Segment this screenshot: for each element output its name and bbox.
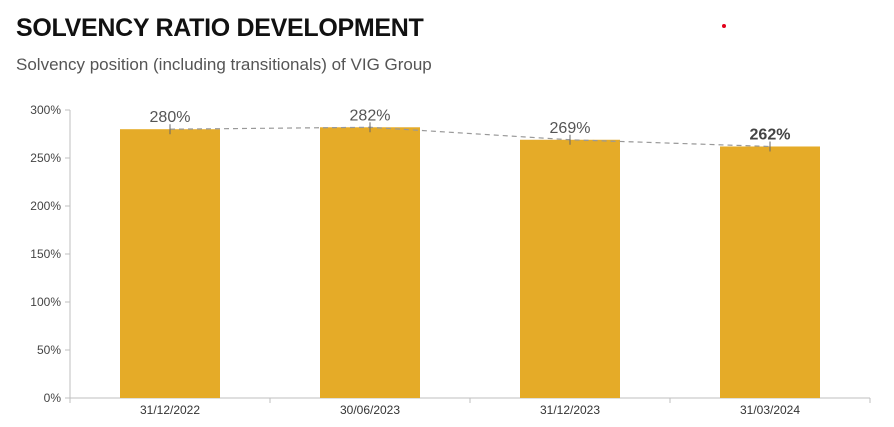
y-tick-label: 300% [30,103,61,117]
bar [520,139,620,398]
page-title: SOLVENCY RATIO DEVELOPMENT [16,14,424,42]
x-category-label: 31/12/2023 [540,403,600,417]
y-tick-label: 250% [30,151,61,165]
bar [720,146,820,398]
x-category-label: 31/12/2022 [140,403,200,417]
value-label: 262% [750,126,791,143]
trend-line-group [169,122,771,152]
y-axis: 0% 50% 100% 150% 200% 250% 300% [30,103,71,405]
y-tick-label: 50% [37,343,61,357]
trend-line [169,126,771,148]
y-tick-label: 150% [30,247,61,261]
value-label: 269% [550,120,591,137]
chart-subtitle: Solvency position (including transitiona… [16,55,432,74]
value-label: 280% [150,109,191,126]
accent-dot-icon [722,24,726,28]
x-category-label: 31/03/2024 [740,403,800,417]
bar [120,129,220,398]
value-label: 282% [350,107,391,124]
bar [320,127,420,398]
x-axis: 31/12/2022 30/06/2023 31/12/2023 31/03/2024 [69,397,871,417]
y-tick-label: 0% [44,391,62,405]
y-tick-label: 100% [30,295,61,309]
y-tick-label: 200% [30,199,61,213]
bars [120,127,820,398]
x-category-label: 30/06/2023 [340,403,400,417]
value-labels: 280% 282% 269% 262% [150,107,791,143]
